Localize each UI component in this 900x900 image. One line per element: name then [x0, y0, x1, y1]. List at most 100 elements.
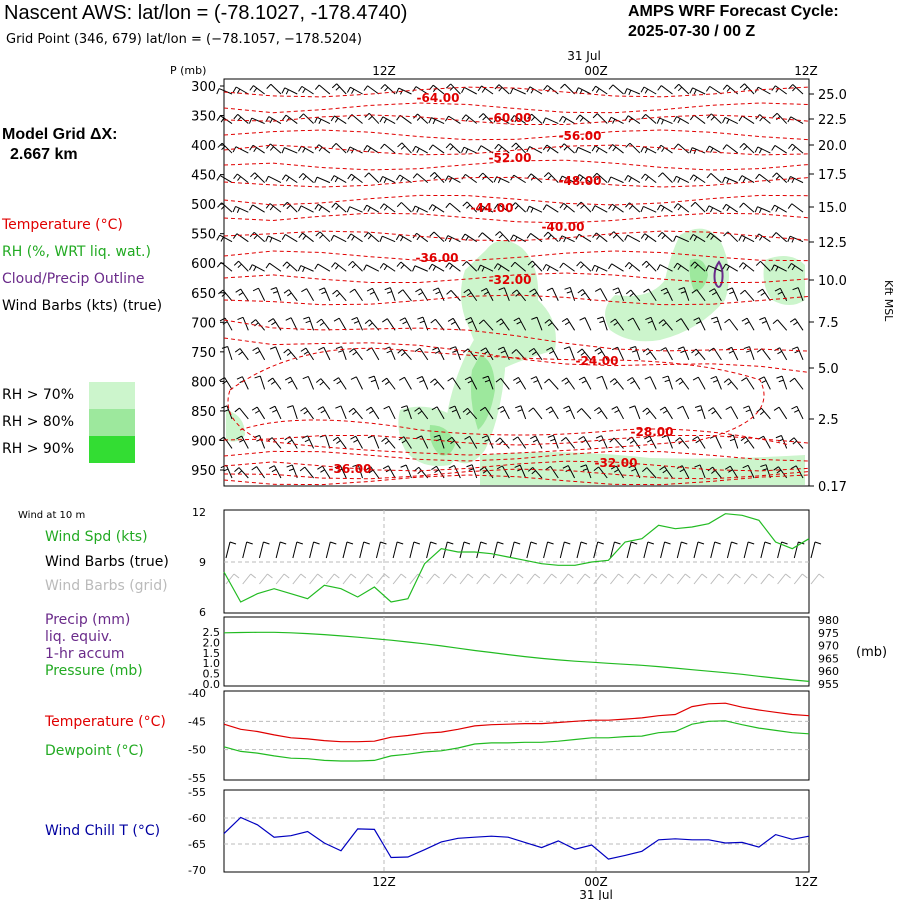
wind-barb-flag	[705, 145, 710, 152]
wind-barb-flag	[320, 469, 325, 473]
wind-barb-flag	[546, 287, 553, 292]
wind-barb	[644, 233, 657, 243]
wind-barb	[760, 407, 771, 420]
wind-barb	[551, 347, 559, 361]
wind-barb-flag	[673, 235, 677, 242]
wind-barb	[612, 84, 624, 95]
wind-barb-flag	[302, 88, 306, 94]
wind-barb-flag	[417, 410, 423, 415]
wind-barb-flag	[461, 87, 465, 93]
wind-barb	[694, 201, 706, 213]
wind-barb-flag	[531, 351, 537, 356]
wind-barb-flag	[559, 116, 564, 122]
wind-barb-flag	[706, 232, 711, 239]
wind-barb	[483, 319, 494, 331]
wind-barb-flag	[693, 89, 697, 95]
legend-wind-barbs-grid: Wind Barbs (grid)	[45, 578, 168, 594]
wind-barb	[307, 435, 315, 449]
wind-barb	[370, 466, 380, 479]
wind-barb-flag	[384, 440, 390, 445]
wind-barb	[763, 376, 771, 390]
wind-barb-flag	[578, 436, 584, 440]
wind-barb-flag	[379, 263, 384, 269]
wind-barb-flag	[449, 146, 454, 151]
wind-barb-flag	[787, 116, 792, 123]
wind-barb-flag	[631, 468, 637, 472]
wind-barb-flag	[363, 204, 368, 211]
wind-barb-flag	[722, 144, 727, 150]
wind-barb-flag	[791, 405, 798, 410]
wind-barb	[239, 348, 249, 361]
wind-barb	[333, 234, 347, 243]
surface-grid-barb-flag	[634, 573, 641, 579]
wind-barb-flag	[284, 376, 291, 381]
wind-barb-flag	[579, 317, 586, 321]
wind-barb	[499, 231, 510, 243]
wind-barb	[730, 406, 739, 420]
wind-barb	[520, 405, 527, 420]
wind-barb	[222, 289, 233, 302]
wind-barb-flag	[576, 261, 582, 267]
wind-barb-flag	[710, 116, 715, 121]
wind-barb	[545, 117, 559, 124]
wind-barb-flag	[237, 176, 241, 181]
wind-barb	[496, 116, 510, 124]
wind-barb-flag	[711, 410, 716, 415]
wind-barb-flag	[221, 145, 226, 151]
wind-barb	[307, 376, 315, 390]
wind-barb-flag	[787, 236, 791, 242]
wind-barb-flag	[481, 435, 488, 439]
wind-barb-flag	[318, 119, 322, 124]
wind-barb-flag	[401, 405, 408, 409]
wind-barb-flag	[416, 435, 422, 439]
wind-barb-flag	[220, 117, 225, 123]
wind-barb-flag	[495, 377, 502, 383]
wind-barb-flag	[430, 378, 436, 384]
temperature-contour-label: -44.00	[471, 201, 514, 215]
wind-barb-flag	[300, 347, 307, 352]
wind-barb-flag	[527, 260, 533, 266]
wind-barb-flag	[612, 146, 617, 152]
wind-barb-flag	[742, 177, 747, 183]
wind-barb	[581, 348, 592, 361]
wind-barb	[288, 289, 298, 302]
wind-barb-flag	[793, 409, 799, 413]
wind-barb-flag	[726, 206, 731, 212]
wind-barb	[793, 437, 804, 449]
wind-barb-flag	[722, 263, 727, 270]
wind-barb-flag	[218, 436, 225, 441]
wind-barb-flag	[268, 465, 275, 469]
wind-barb-flag	[331, 83, 337, 89]
wind-barb-flag	[483, 291, 489, 295]
wind-barb-flag	[722, 117, 726, 124]
wind-barb-flag	[772, 112, 778, 118]
wind-barb-flag	[216, 175, 221, 181]
wind-barb-flag	[265, 262, 270, 269]
wind-barb-flag	[582, 468, 588, 471]
wind-barb-flag	[335, 292, 341, 298]
wind-barb-flag	[396, 261, 402, 267]
wind-barb	[616, 406, 624, 420]
wind-barb	[759, 114, 771, 124]
wind-barb	[515, 142, 527, 154]
rh-region	[470, 355, 495, 430]
wind-barb	[646, 260, 657, 272]
wind-barb	[680, 377, 690, 390]
wind-barb	[566, 377, 576, 390]
wind-barb	[532, 260, 543, 272]
wind-barb	[356, 317, 363, 331]
wind-barb-flag	[464, 435, 470, 440]
wind-barb	[414, 265, 428, 272]
wind-barb-flag	[248, 117, 253, 124]
wind-barb	[275, 287, 282, 301]
wind-barb-flag	[253, 175, 259, 180]
wind-barb	[500, 378, 510, 390]
surface-wind-barb-flag	[396, 541, 404, 545]
wind-barb-flag	[563, 237, 567, 243]
wind-barb-flag	[267, 377, 274, 382]
wind-barb-flag	[775, 266, 779, 272]
wind-barb	[659, 117, 673, 124]
wind-barb	[335, 202, 347, 213]
surface-grid-barb	[359, 573, 369, 585]
wind-barb-flag	[591, 85, 597, 92]
